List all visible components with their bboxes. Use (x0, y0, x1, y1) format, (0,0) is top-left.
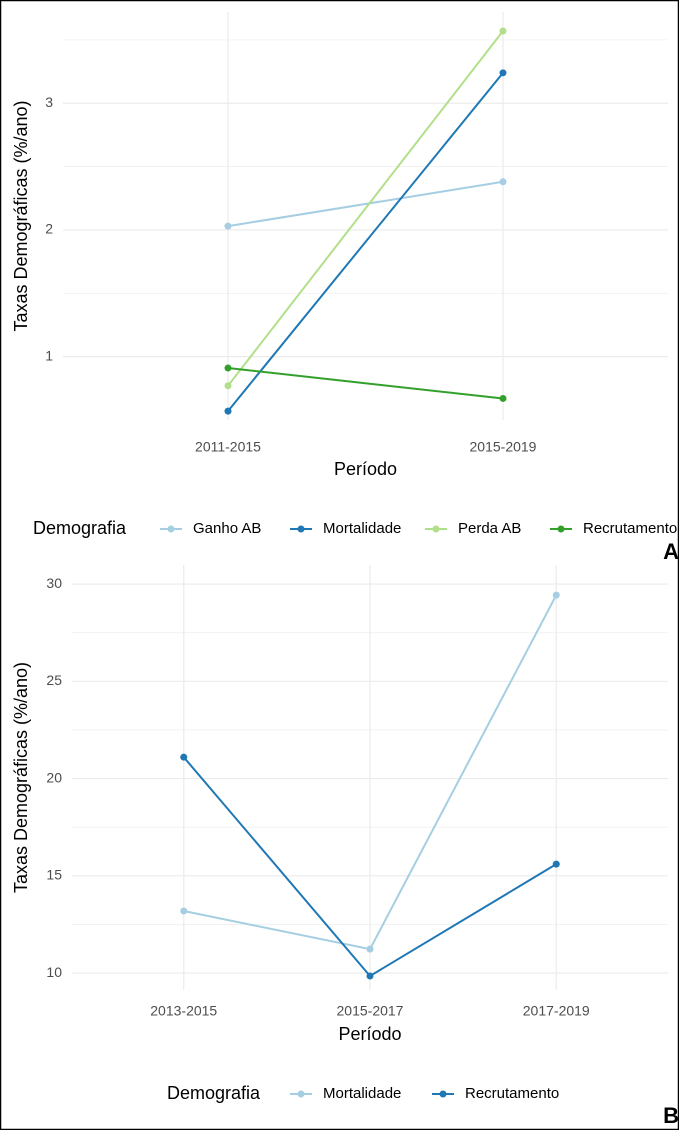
legend-label: Ganho AB (193, 520, 261, 537)
data-point (366, 972, 374, 980)
x-tick-label: 2015-2017 (337, 1003, 404, 1019)
data-point (552, 591, 560, 599)
x-axis-title: Período (334, 459, 397, 479)
legend-key-point (167, 525, 175, 533)
data-point (224, 364, 232, 372)
y-axis-title: Taxas Demográficas (%/ano) (11, 662, 31, 893)
y-tick-label: 15 (46, 867, 62, 883)
x-tick-label: 2011-2015 (195, 439, 261, 455)
series-line (227, 367, 504, 400)
legend-key-point (432, 525, 440, 533)
data-point (552, 860, 560, 868)
y-tick-label: 3 (45, 94, 53, 110)
panel-label: B (663, 1103, 679, 1128)
series-line (227, 72, 504, 412)
legend-label: Recrutamento (583, 520, 677, 537)
legend-key-point (297, 525, 305, 533)
data-point (180, 907, 188, 915)
x-tick-label: 2017-2019 (523, 1003, 590, 1019)
data-point (499, 394, 507, 402)
data-point (499, 69, 507, 77)
data-point (180, 753, 188, 761)
legend-label: Recrutamento (465, 1085, 559, 1102)
data-point (499, 178, 507, 186)
x-tick-label: 2013-2015 (150, 1003, 217, 1019)
data-point (224, 222, 232, 230)
data-point (224, 407, 232, 415)
legend-label: Mortalidade (323, 520, 401, 537)
legend-label: Perda AB (458, 520, 521, 537)
legend-key-point (439, 1090, 447, 1098)
data-point (499, 27, 507, 35)
series-line (227, 30, 504, 387)
legend-title: Demografia (167, 1083, 261, 1103)
y-tick-label: 2 (45, 221, 53, 237)
y-tick-label: 1 (45, 347, 53, 363)
legend-key-point (297, 1090, 305, 1098)
y-tick-label: 25 (46, 672, 62, 688)
y-axis-title: Taxas Demográficas (%/ano) (11, 100, 31, 331)
legend-label: Mortalidade (323, 1085, 401, 1102)
x-tick-label: 2015-2019 (470, 439, 537, 455)
y-tick-label: 30 (46, 575, 62, 591)
panel-label: A (663, 539, 679, 564)
data-point (366, 945, 374, 953)
legend-key-point (557, 525, 565, 533)
y-tick-label: 20 (46, 769, 62, 785)
series-line (227, 180, 504, 228)
data-point (224, 382, 232, 390)
x-axis-title: Período (338, 1024, 401, 1044)
legend-title: Demografia (33, 518, 127, 538)
y-tick-label: 10 (46, 964, 62, 980)
